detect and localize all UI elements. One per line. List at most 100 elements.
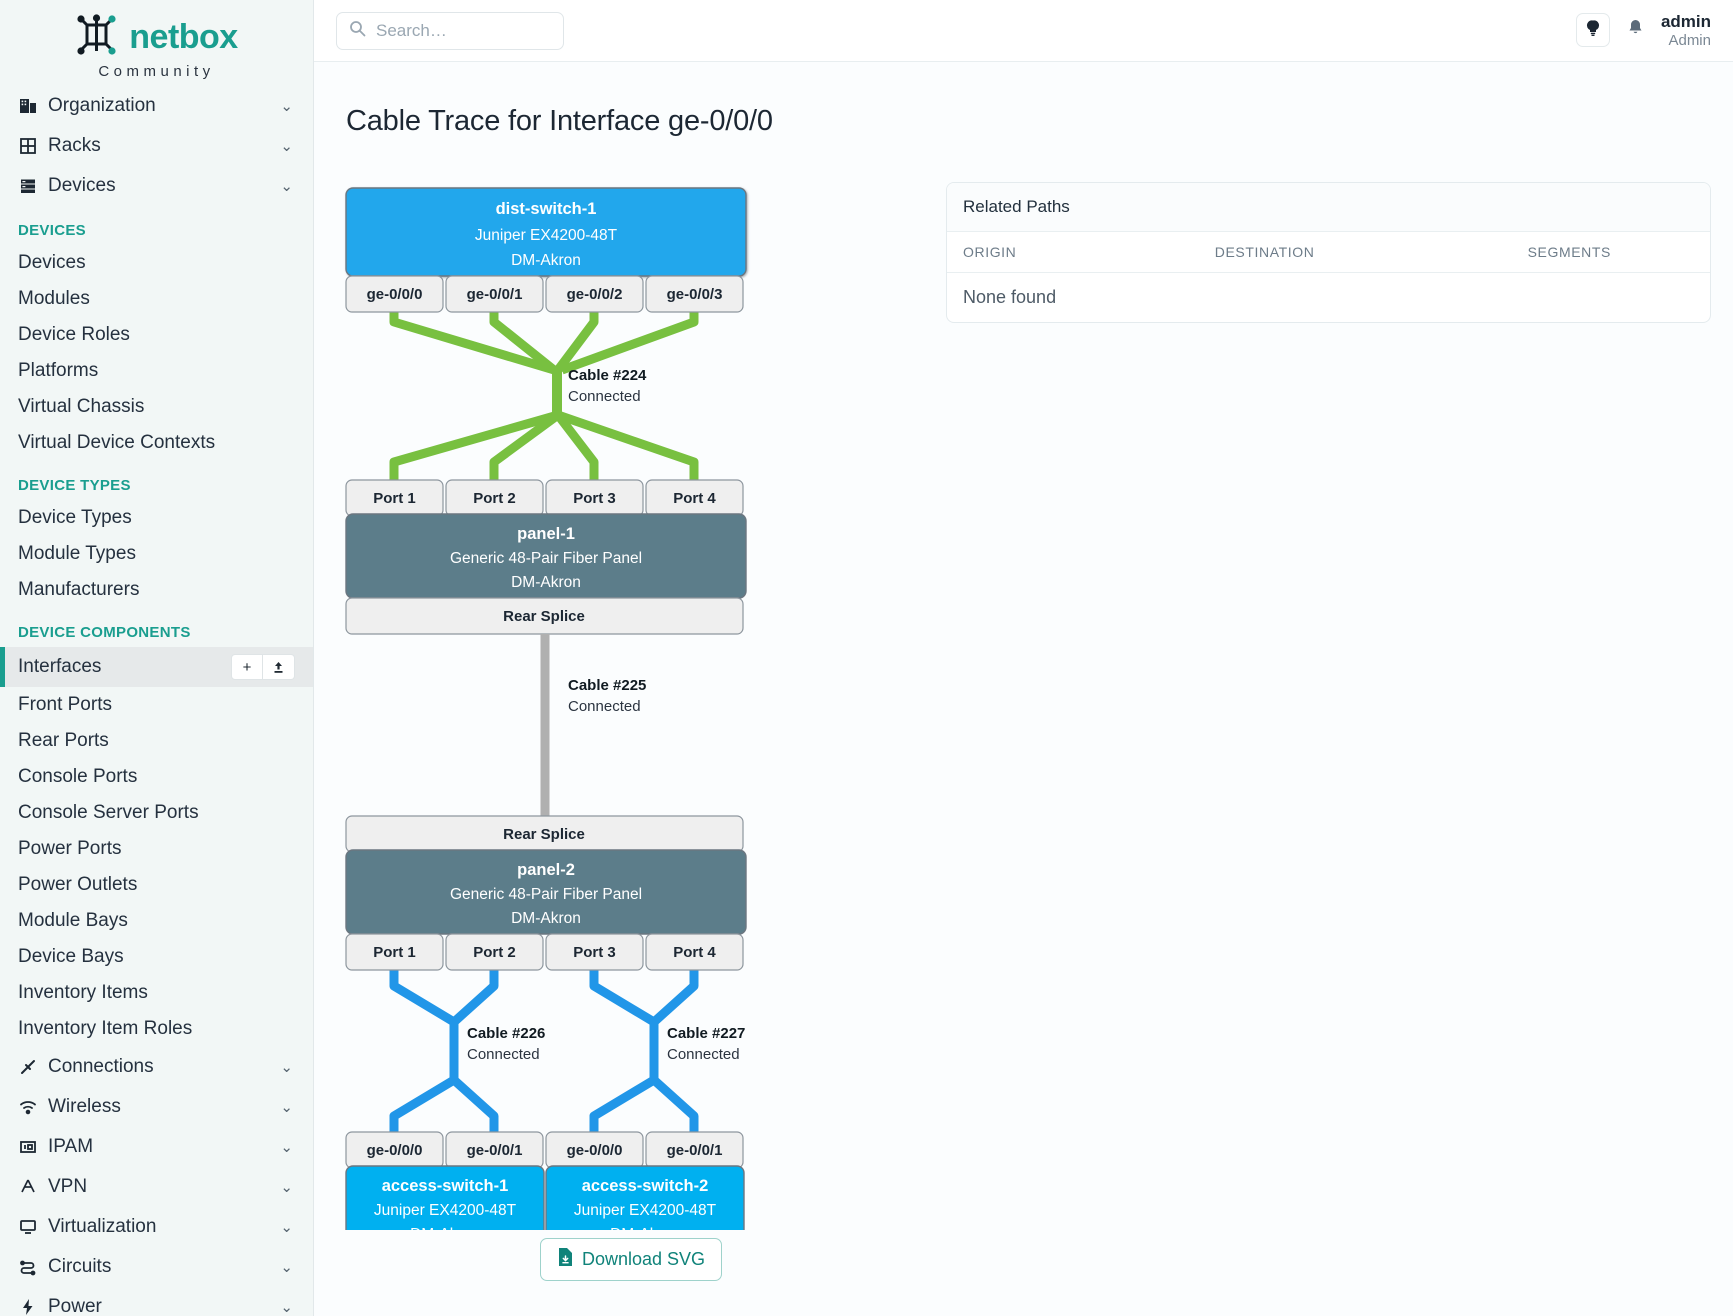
sidebar-item-devices[interactable]: Devices: [0, 245, 313, 281]
node-access-switch-2[interactable]: access-switch-2 Juniper EX4200-48T DM-Ak…: [545, 1165, 745, 1230]
server-icon: [18, 176, 48, 196]
bolt-icon: [18, 1297, 48, 1316]
theme-toggle-button[interactable]: [1575, 13, 1610, 48]
sidebar-item-virtual-device-contexts[interactable]: Virtual Device Contexts: [0, 425, 313, 461]
sidebar-item-label: Virtual Device Contexts: [18, 432, 216, 453]
sidebar-group-circuits[interactable]: Circuits ⌄: [0, 1247, 313, 1287]
cable-227-paths[interactable]: [589, 969, 699, 1132]
sidebar-item-label: Module Bays: [18, 910, 128, 931]
download-svg-button[interactable]: Download SVG: [539, 1237, 723, 1281]
search-input[interactable]: Search…: [336, 11, 564, 50]
sidebar-item-label: Console Ports: [18, 766, 138, 787]
node-dist-switch-1[interactable]: dist-switch-1 Juniper EX4200-48T DM-Akro…: [345, 187, 747, 277]
sidebar-item-front-ports[interactable]: Front Ports: [0, 687, 313, 723]
brand-name: netbox: [129, 18, 238, 56]
sidebar-group-label: Power: [48, 1296, 102, 1316]
user-menu[interactable]: admin Admin: [1661, 12, 1711, 49]
monitor-icon: [18, 1217, 48, 1237]
sidebar-group-label: Circuits: [48, 1256, 112, 1277]
device-type: Juniper EX4200-48T: [374, 1202, 517, 1219]
termination-panel-2-rear[interactable]: Rear Splice: [345, 815, 744, 853]
termination-panel-1-rear[interactable]: Rear Splice: [345, 597, 744, 635]
cable-label: Cable #227: [667, 1025, 745, 1042]
sidebar-item-label: Console Server Ports: [18, 802, 199, 823]
sidebar-group-label: Virtualization: [48, 1216, 157, 1237]
sidebar-group-power[interactable]: Power ⌄: [0, 1287, 313, 1316]
sidebar-group-vpn[interactable]: VPN ⌄: [0, 1167, 313, 1207]
sidebar-group-devices[interactable]: Devices ⌄: [0, 166, 313, 206]
column-header-origin[interactable]: Origin: [947, 231, 1199, 273]
sidebar-item-virtual-chassis[interactable]: Virtual Chassis: [0, 389, 313, 425]
sidebar-group-connections[interactable]: Connections ⌄: [0, 1047, 313, 1087]
bell-icon[interactable]: [1626, 18, 1645, 43]
sidebar-item-rear-ports[interactable]: Rear Ports: [0, 723, 313, 759]
cable-226-paths[interactable]: [389, 969, 499, 1132]
sidebar-item-label: Power Outlets: [18, 874, 138, 895]
sidebar-group-label: Connections: [48, 1056, 154, 1077]
terminations-access-switch-1[interactable]: ge-0/0/0 ge-0/0/1: [345, 1131, 544, 1169]
cable-status: Connected: [467, 1046, 540, 1063]
terminations-panel-2-front[interactable]: Port 1 Port 2 Port 3 Port 4: [345, 933, 744, 971]
sidebar-item-console-server-ports[interactable]: Console Server Ports: [0, 795, 313, 831]
termination-label: Port 2: [473, 490, 516, 507]
sidebar-group-wireless[interactable]: Wireless ⌄: [0, 1087, 313, 1127]
chevron-down-icon: ⌄: [280, 1219, 293, 1236]
cable-224-paths[interactable]: [389, 301, 699, 480]
sidebar-item-device-types[interactable]: Device Types: [0, 500, 313, 536]
sidebar-item-console-ports[interactable]: Console Ports: [0, 759, 313, 795]
node-access-switch-1[interactable]: access-switch-1 Juniper EX4200-48T DM-Ak…: [345, 1165, 545, 1230]
termination-label: ge-0/0/1: [467, 1142, 523, 1159]
sidebar-item-inventory-item-roles[interactable]: Inventory Item Roles: [0, 1011, 313, 1047]
trace-svg: dist-switch-1 Juniper EX4200-48T DM-Akro…: [345, 187, 747, 1230]
device-site: DM-Akron: [511, 252, 581, 269]
sidebar-group-ipam[interactable]: IPAM ⌄: [0, 1127, 313, 1167]
chevron-down-icon: ⌄: [280, 1179, 293, 1196]
wifi-icon: [18, 1097, 48, 1117]
sidebar-group-racks[interactable]: Racks ⌄: [0, 126, 313, 166]
column-header-segments[interactable]: Segments: [1511, 231, 1710, 273]
sidebar-group-virtualization[interactable]: Virtualization ⌄: [0, 1207, 313, 1247]
sidebar-item-inventory-items[interactable]: Inventory Items: [0, 975, 313, 1011]
import-interface-button[interactable]: [263, 654, 295, 680]
brand[interactable]: netbox Community: [0, 0, 313, 86]
terminations-dist-switch-1[interactable]: ge-0/0/0 ge-0/0/1 ge-0/0/2 ge-0/0/3: [345, 275, 744, 313]
netbox-logo-icon: [75, 14, 119, 61]
sidebar-item-module-bays[interactable]: Module Bays: [0, 903, 313, 939]
node-panel-2[interactable]: panel-2 Generic 48-Pair Fiber Panel DM-A…: [345, 849, 747, 935]
sidebar-item-power-ports[interactable]: Power Ports: [0, 831, 313, 867]
device-site: DM-Akron: [410, 1226, 480, 1230]
termination-label: Port 3: [573, 490, 616, 507]
column-header-destination[interactable]: Destination: [1198, 231, 1512, 273]
related-paths-panel: Related Paths Origin Destination Segment…: [946, 180, 1711, 1281]
search-placeholder: Search…: [376, 20, 447, 40]
add-interface-button[interactable]: +: [231, 654, 263, 680]
sidebar-item-device-bays[interactable]: Device Bays: [0, 939, 313, 975]
sidebar-group-organization[interactable]: Organization ⌄: [0, 86, 313, 126]
sidebar-item-label: Interfaces: [18, 656, 102, 677]
sidebar-group-label: VPN: [48, 1176, 88, 1197]
cable-status: Connected: [667, 1046, 740, 1063]
termination-label: ge-0/0/0: [367, 286, 423, 303]
sidebar-item-device-roles[interactable]: Device Roles: [0, 317, 313, 353]
sidebar-item-module-types[interactable]: Module Types: [0, 536, 313, 572]
sidebar-item-modules[interactable]: Modules: [0, 281, 313, 317]
sidebar-item-platforms[interactable]: Platforms: [0, 353, 313, 389]
sidebar-item-interfaces[interactable]: Interfaces +: [0, 647, 313, 687]
cable-label: Cable #226: [467, 1025, 545, 1042]
device-name: panel-2: [517, 861, 575, 879]
sidebar-item-label: Rear Ports: [18, 730, 109, 751]
sidebar-item-manufacturers[interactable]: Manufacturers: [0, 572, 313, 608]
sidebar-item-power-outlets[interactable]: Power Outlets: [0, 867, 313, 903]
termination-label: Port 1: [373, 944, 416, 961]
chevron-down-icon: ⌄: [280, 1059, 293, 1076]
related-paths-card: Related Paths Origin Destination Segment…: [946, 181, 1711, 323]
device-name: access-switch-1: [382, 1177, 509, 1195]
sidebar-group-label: Wireless: [48, 1096, 121, 1117]
node-panel-1[interactable]: panel-1 Generic 48-Pair Fiber Panel DM-A…: [345, 513, 747, 599]
termination-label: ge-0/0/1: [467, 286, 523, 303]
table-header-row: Origin Destination Segments: [947, 231, 1710, 273]
terminations-access-switch-2[interactable]: ge-0/0/0 ge-0/0/1: [545, 1131, 744, 1169]
cable-224-label: Cable #224 Connected: [568, 367, 647, 405]
terminations-panel-1-front[interactable]: Port 1 Port 2 Port 3 Port 4: [345, 479, 744, 517]
topbar-actions: admin Admin: [1575, 12, 1711, 49]
